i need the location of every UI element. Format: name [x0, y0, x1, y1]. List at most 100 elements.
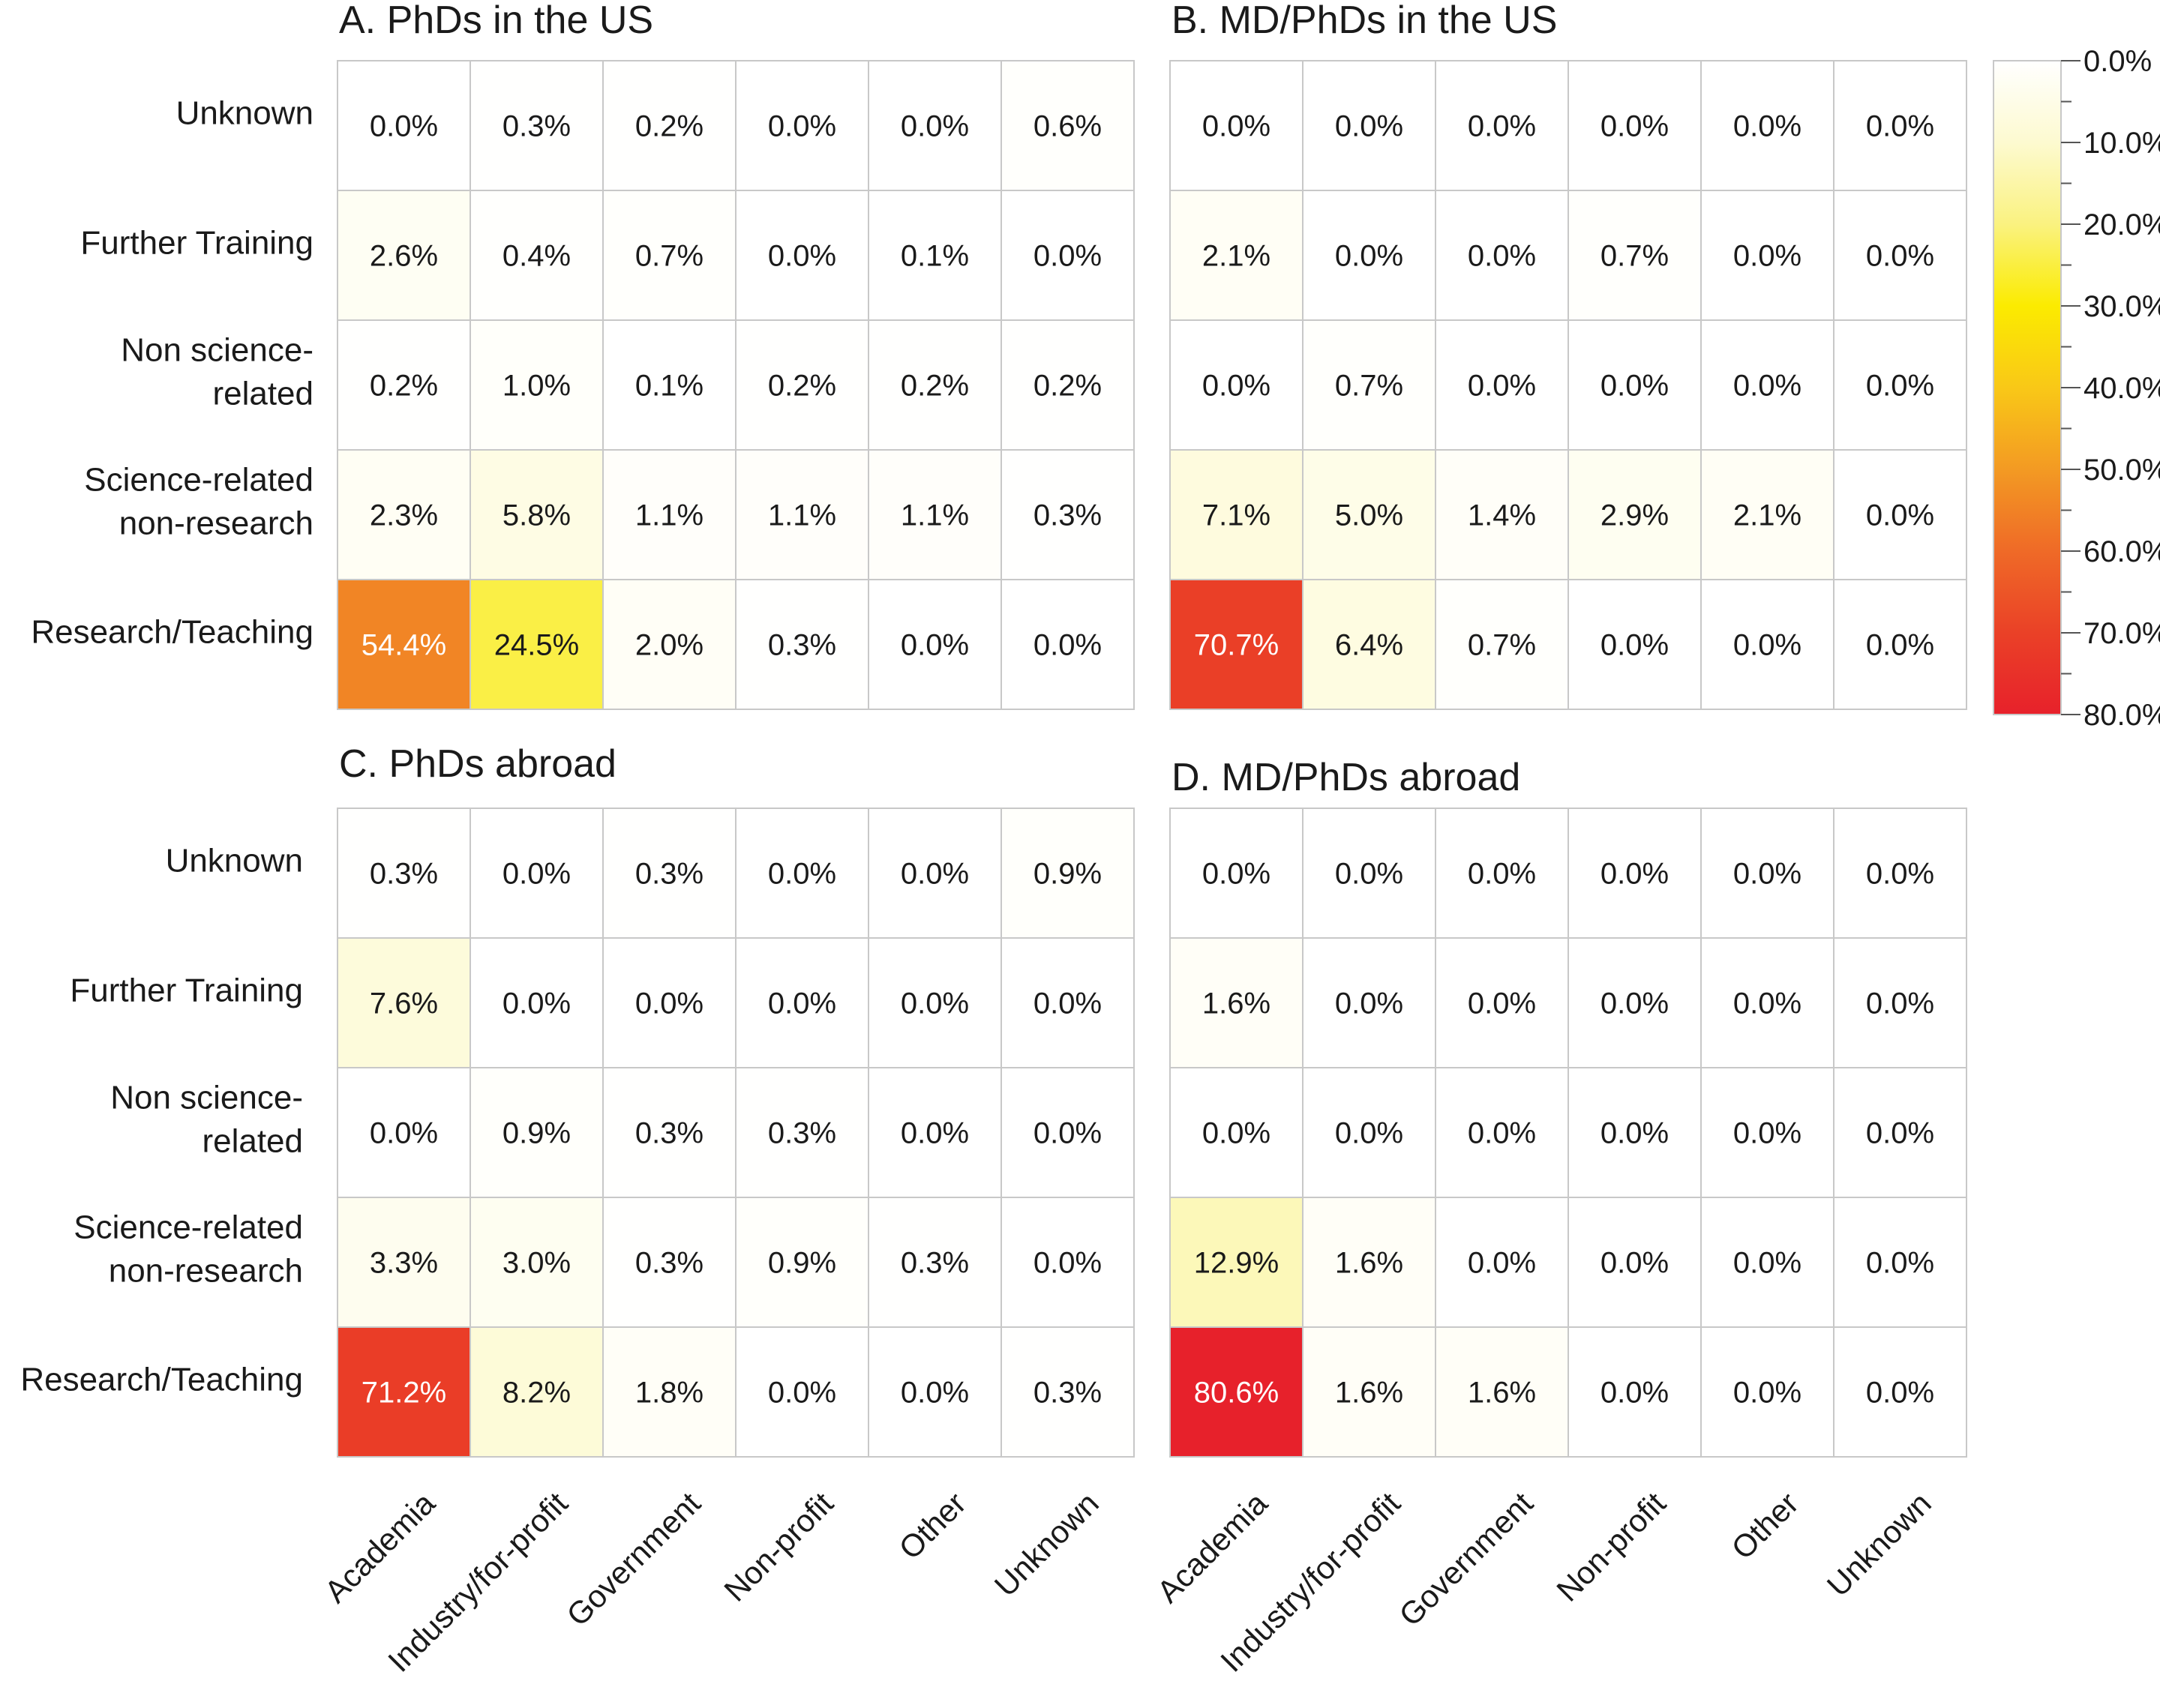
cell-value-label: 0.0%	[1866, 987, 1934, 1020]
cell-value-label: 0.7%	[1335, 370, 1403, 403]
grid-border	[337, 808, 1135, 1458]
heatmap-cell	[1302, 190, 1436, 321]
heatmap-cell	[1435, 449, 1569, 580]
cell-value-label: 0.0%	[1600, 370, 1669, 403]
heatmap-cell	[868, 1197, 1002, 1328]
column-label: Non-profit	[717, 1485, 840, 1608]
heatmap-cell	[735, 937, 869, 1068]
row-label: Unknown	[166, 843, 303, 879]
heatmap-cell	[470, 60, 604, 191]
cell-value-label: 0.0%	[768, 987, 836, 1020]
cell-value-label: 0.0%	[1468, 240, 1536, 273]
color-bar-tick-label: 30.0%	[2084, 290, 2160, 323]
heatmap-cell	[1833, 1326, 1967, 1458]
cell-value-label: 1.6%	[1202, 987, 1270, 1020]
panel-c: C. PhDs abroad 0.3% 0.0% 0.3% 0.0% 0.0% 0.9% 7.…	[20, 742, 1135, 1679]
heatmap-cell	[1435, 937, 1569, 1068]
color-bar-tick-label: 20.0%	[2084, 208, 2160, 241]
cell-value-label: 0.0%	[502, 987, 571, 1020]
heatmap-cell	[1302, 1326, 1436, 1458]
heatmap-cell	[1435, 190, 1569, 321]
cell-value-label: 0.7%	[1600, 240, 1669, 273]
heatmap-cell	[470, 319, 604, 451]
heatmap-cell	[337, 937, 471, 1068]
cell-value-label: 2.1%	[1733, 499, 1802, 532]
heatmap-cell	[1700, 937, 1834, 1068]
cell-value-label: 0.0%	[1034, 629, 1102, 662]
heatmap-cell	[1833, 1067, 1967, 1198]
column-label: Other	[1724, 1485, 1805, 1566]
cell-value-label: 0.0%	[1866, 1117, 1934, 1150]
cell-value-label: 0.0%	[901, 629, 969, 662]
heatmap-cell	[868, 579, 1002, 710]
heatmap-cell	[470, 449, 604, 580]
cell-value-label: 8.2%	[502, 1377, 571, 1410]
heatmap-cell	[868, 1326, 1002, 1458]
cell-value-label: 5.0%	[1335, 499, 1403, 532]
cell-value-label: 0.6%	[1034, 110, 1102, 143]
heatmap-cell	[602, 449, 736, 580]
panel-a: A. PhDs in the US 0.0% 0.3% 0.2% 0.0% 0.0% 0.6…	[31, 0, 1135, 710]
column-label: Unknown	[988, 1485, 1106, 1603]
heatmap-cell	[1000, 319, 1135, 451]
heatmap-cell	[337, 579, 471, 710]
cell-value-label: 0.0%	[768, 240, 836, 273]
cell-value-label: 71.2%	[362, 1377, 446, 1410]
cell-value-label: 0.2%	[635, 110, 704, 143]
heatmap-cell	[735, 60, 869, 191]
row-label: Non science-	[110, 1080, 303, 1116]
color-bar-tick-label: 50.0%	[2084, 454, 2160, 487]
cell-value-label: 0.0%	[1600, 1247, 1669, 1280]
cell-value-label: 0.3%	[502, 110, 571, 143]
heatmap-cell	[602, 1067, 736, 1198]
grid-border	[337, 60, 1135, 710]
row-label: Science-related	[84, 462, 314, 499]
cell-value-label: 1.1%	[901, 499, 969, 532]
cell-value-label: 0.0%	[1866, 110, 1934, 143]
cell-value-label: 7.6%	[370, 987, 438, 1020]
cell-value-label: 1.0%	[502, 370, 571, 403]
cell-value-label: 0.0%	[1733, 240, 1802, 273]
color-scale-legend: 0.0% 10.0% 20.0% 30.0% 40.0% 50.0% 60.0% 70.0% 8…	[1993, 45, 2160, 732]
cell-value-label: 80.6%	[1194, 1377, 1279, 1410]
cell-value-label: 0.0%	[1202, 858, 1270, 891]
panel-d: D. MD/PhDs abroad 0.0% 0.0% 0.0% 0.0% 0.0% 0.0…	[1150, 756, 1967, 1679]
heatmap-cell	[470, 1326, 604, 1458]
row-label: Research/Teaching	[31, 614, 314, 651]
cell-value-label: 6.4%	[1335, 629, 1403, 662]
column-label: Academia	[318, 1485, 442, 1610]
heatmap-cell	[1833, 319, 1967, 451]
heatmap-cell	[1700, 190, 1834, 321]
heatmap-cell	[1435, 579, 1569, 710]
heatmap-cell	[602, 937, 736, 1068]
cell-value-label: 0.0%	[1335, 110, 1403, 143]
cell-value-label: 2.3%	[370, 499, 438, 532]
row-label: Non science-	[121, 332, 314, 369]
cell-value-label: 0.0%	[1468, 858, 1536, 891]
color-bar-tick-label: 0.0%	[2084, 45, 2152, 78]
cell-value-label: 0.3%	[768, 1117, 836, 1150]
cell-value-label: 2.1%	[1202, 240, 1270, 273]
cell-value-label: 3.0%	[502, 1247, 571, 1280]
cell-value-label: 0.0%	[1600, 1117, 1669, 1150]
heatmap-cell	[337, 449, 471, 580]
cell-value-label: 0.0%	[901, 987, 969, 1020]
column-label: Government	[560, 1485, 707, 1633]
heatmap-cell	[1302, 1067, 1436, 1198]
row-label: Further Training	[70, 972, 303, 1009]
column-label: Unknown	[1820, 1485, 1938, 1603]
color-bar-tick-label: 10.0%	[2084, 127, 2160, 160]
heatmap-cell	[1169, 60, 1304, 191]
grid-border	[1169, 60, 1967, 710]
heatmap-cell	[1568, 579, 1702, 710]
cell-value-label: 0.3%	[635, 1117, 704, 1150]
cell-value-label: 54.4%	[362, 629, 446, 662]
heatmap-cell	[735, 579, 869, 710]
heatmap-cell	[1302, 449, 1436, 580]
cell-value-label: 0.0%	[1733, 1377, 1802, 1410]
heatmap-cell	[1169, 937, 1304, 1068]
heatmap-cell	[1435, 1326, 1569, 1458]
cell-value-label: 0.0%	[1866, 629, 1934, 662]
cell-value-label: 0.0%	[1034, 987, 1102, 1020]
cell-value-label: 0.0%	[1600, 1377, 1669, 1410]
